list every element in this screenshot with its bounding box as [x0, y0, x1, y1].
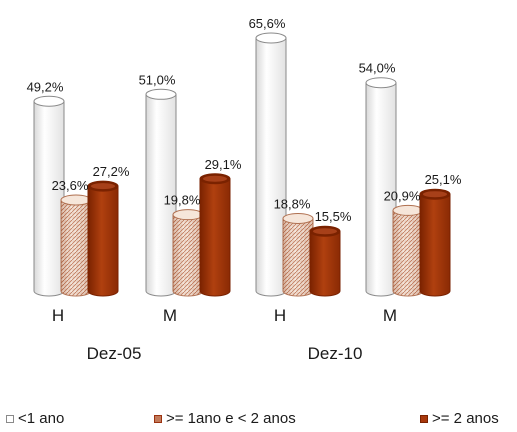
category-label: M	[163, 306, 177, 325]
bar-gte-2-anos-2	[199, 173, 231, 297]
bar-1-to-2-anos-2	[172, 209, 204, 297]
data-label: 51,0%	[139, 72, 176, 87]
chart-legend: <1 ano >= 1ano e < 2 anos >= 2 anos	[0, 410, 517, 430]
bar-gte-2-anos-1	[87, 180, 119, 297]
data-label: 29,1%	[205, 157, 242, 172]
legend-item-lt-1-ano: <1 ano	[6, 410, 64, 428]
data-label: 27,2%	[93, 164, 130, 179]
bar-1-to-2-anos-1	[60, 194, 92, 297]
legend-item-gte-2-anos: >= 2 anos	[420, 410, 499, 428]
category-label: H	[274, 306, 286, 325]
bar-lt-1-ano-1	[33, 95, 65, 297]
legend-label: >= 1ano e < 2 anos	[166, 410, 296, 427]
legend-swatch-icon	[420, 415, 428, 423]
group-label: Dez-10	[308, 344, 363, 363]
legend-label: <1 ano	[18, 410, 65, 427]
data-label: 19,8%	[164, 193, 201, 208]
group-label: Dez-05	[87, 344, 142, 363]
legend-item-1-to-2-anos: >= 1ano e < 2 anos	[154, 410, 296, 428]
bar-1-to-2-anos-4	[392, 204, 424, 297]
data-label: 25,1%	[425, 172, 462, 187]
data-label: 20,9%	[384, 188, 421, 203]
data-label: 23,6%	[52, 178, 89, 193]
chart-plot: 49,2% 23,6% 27,2% 51,0% 19,8% 29,1% 65,6% 18,8%…	[27, 16, 462, 363]
category-label: H	[52, 306, 64, 325]
legend-swatch-icon	[154, 415, 162, 423]
bar-lt-1-ano-3	[255, 32, 287, 297]
category-label: M	[383, 306, 397, 325]
bar-lt-1-ano-4	[365, 77, 397, 297]
data-label: 49,2%	[27, 79, 64, 94]
bar-gte-2-anos-4	[419, 188, 451, 297]
bar-gte-2-anos-3	[309, 225, 341, 297]
legend-label: >= 2 anos	[432, 410, 499, 427]
legend-swatch-icon	[6, 415, 14, 423]
data-label: 18,8%	[274, 196, 311, 211]
data-label: 15,5%	[315, 209, 352, 224]
data-label: 65,6%	[249, 16, 286, 31]
data-label: 54,0%	[359, 61, 396, 76]
bar-1-to-2-anos-3	[282, 212, 314, 297]
